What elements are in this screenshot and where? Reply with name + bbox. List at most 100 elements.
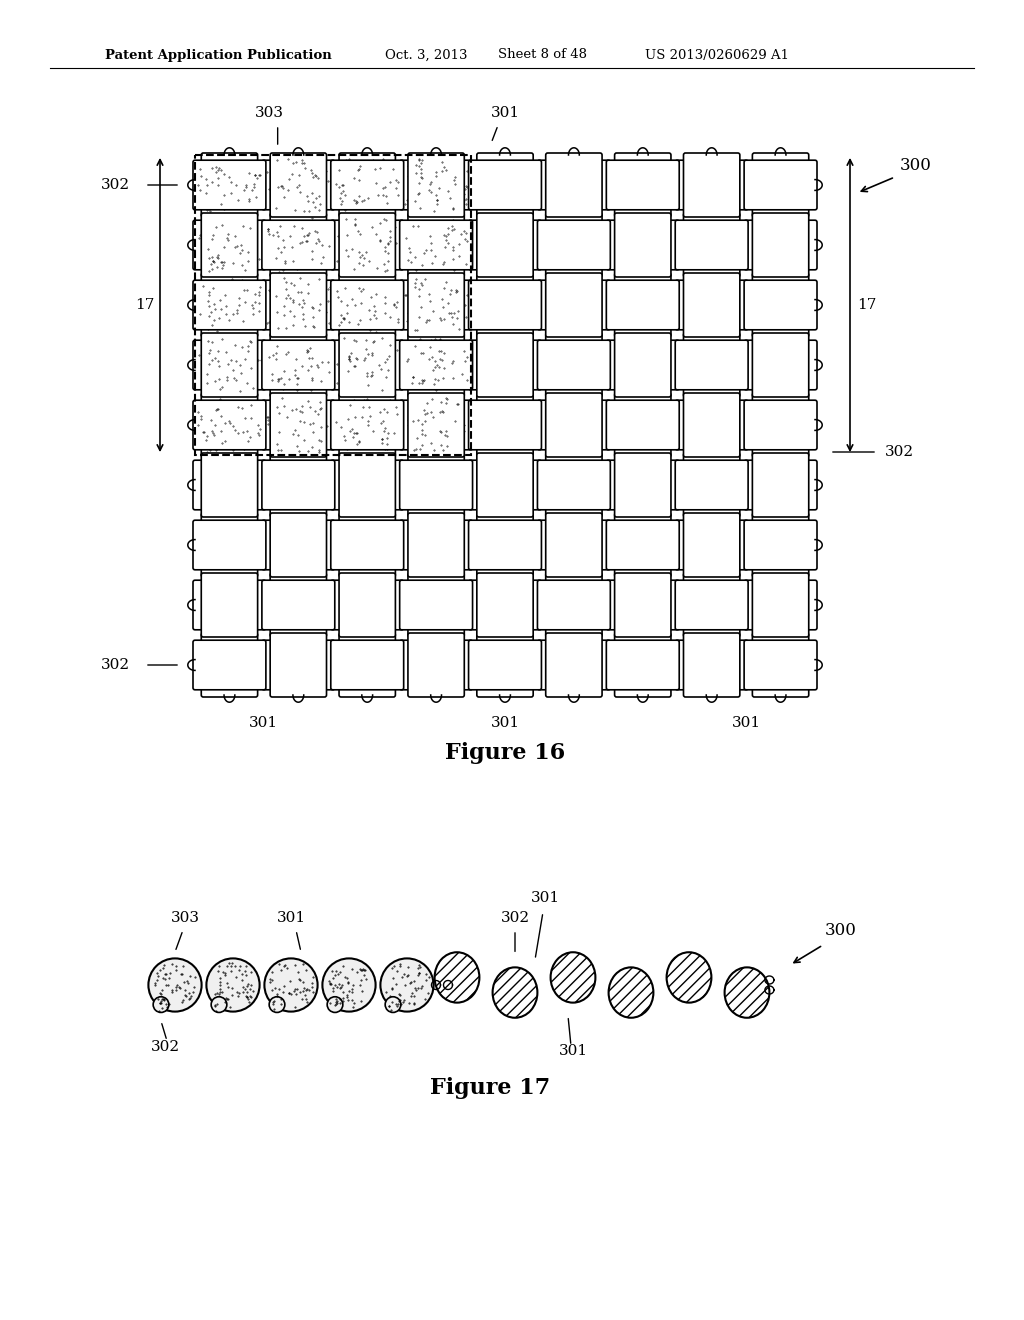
FancyBboxPatch shape <box>606 461 679 510</box>
FancyBboxPatch shape <box>546 634 602 697</box>
Ellipse shape <box>493 968 538 1018</box>
Text: Patent Application Publication: Patent Application Publication <box>105 49 332 62</box>
FancyBboxPatch shape <box>683 453 740 517</box>
FancyBboxPatch shape <box>744 520 817 570</box>
FancyBboxPatch shape <box>339 153 395 216</box>
FancyBboxPatch shape <box>477 513 534 577</box>
FancyBboxPatch shape <box>408 213 464 277</box>
FancyBboxPatch shape <box>469 520 542 570</box>
FancyBboxPatch shape <box>675 400 749 450</box>
FancyBboxPatch shape <box>675 160 749 210</box>
FancyBboxPatch shape <box>675 280 749 330</box>
FancyBboxPatch shape <box>193 341 266 389</box>
FancyBboxPatch shape <box>193 520 266 570</box>
FancyBboxPatch shape <box>270 333 327 397</box>
FancyBboxPatch shape <box>744 581 817 630</box>
FancyBboxPatch shape <box>469 581 542 630</box>
Ellipse shape <box>551 952 595 1003</box>
FancyBboxPatch shape <box>399 520 472 570</box>
FancyBboxPatch shape <box>399 400 472 450</box>
Text: 301: 301 <box>558 1044 588 1059</box>
FancyBboxPatch shape <box>683 153 740 216</box>
FancyBboxPatch shape <box>262 461 335 510</box>
FancyBboxPatch shape <box>546 333 602 397</box>
FancyBboxPatch shape <box>675 341 749 389</box>
FancyBboxPatch shape <box>469 280 542 330</box>
FancyBboxPatch shape <box>675 581 749 630</box>
FancyBboxPatch shape <box>744 461 817 510</box>
Text: 301: 301 <box>249 715 279 730</box>
FancyBboxPatch shape <box>683 393 740 457</box>
Text: 301: 301 <box>490 715 519 730</box>
Bar <box>195 154 471 455</box>
FancyBboxPatch shape <box>606 220 679 269</box>
FancyBboxPatch shape <box>546 393 602 457</box>
FancyBboxPatch shape <box>546 453 602 517</box>
FancyBboxPatch shape <box>339 393 395 457</box>
FancyBboxPatch shape <box>469 160 542 210</box>
FancyBboxPatch shape <box>538 220 610 269</box>
FancyBboxPatch shape <box>744 400 817 450</box>
FancyBboxPatch shape <box>477 333 534 397</box>
Text: Figure 17: Figure 17 <box>430 1077 550 1100</box>
FancyBboxPatch shape <box>606 520 679 570</box>
FancyBboxPatch shape <box>202 273 258 337</box>
Circle shape <box>264 958 317 1011</box>
FancyBboxPatch shape <box>538 280 610 330</box>
FancyBboxPatch shape <box>202 153 258 216</box>
Text: 302: 302 <box>101 178 130 191</box>
Circle shape <box>327 997 343 1012</box>
FancyBboxPatch shape <box>262 640 335 690</box>
FancyBboxPatch shape <box>477 453 534 517</box>
FancyBboxPatch shape <box>262 341 335 389</box>
FancyBboxPatch shape <box>683 213 740 277</box>
FancyBboxPatch shape <box>606 640 679 690</box>
Text: 303: 303 <box>171 911 200 925</box>
FancyBboxPatch shape <box>753 273 809 337</box>
FancyBboxPatch shape <box>675 220 749 269</box>
Text: 300: 300 <box>825 921 857 939</box>
FancyBboxPatch shape <box>408 573 464 638</box>
FancyBboxPatch shape <box>753 333 809 397</box>
FancyBboxPatch shape <box>270 513 327 577</box>
FancyBboxPatch shape <box>744 640 817 690</box>
FancyBboxPatch shape <box>262 220 335 269</box>
FancyBboxPatch shape <box>477 393 534 457</box>
FancyBboxPatch shape <box>339 333 395 397</box>
Text: 303: 303 <box>255 106 284 120</box>
FancyBboxPatch shape <box>270 213 327 277</box>
FancyBboxPatch shape <box>202 573 258 638</box>
FancyBboxPatch shape <box>339 634 395 697</box>
FancyBboxPatch shape <box>477 573 534 638</box>
FancyBboxPatch shape <box>744 280 817 330</box>
FancyBboxPatch shape <box>339 453 395 517</box>
FancyBboxPatch shape <box>538 461 610 510</box>
FancyBboxPatch shape <box>606 341 679 389</box>
FancyBboxPatch shape <box>193 160 266 210</box>
FancyBboxPatch shape <box>675 461 749 510</box>
FancyBboxPatch shape <box>753 453 809 517</box>
FancyBboxPatch shape <box>614 333 671 397</box>
FancyBboxPatch shape <box>614 213 671 277</box>
FancyBboxPatch shape <box>399 640 472 690</box>
FancyBboxPatch shape <box>193 220 266 269</box>
Text: US 2013/0260629 A1: US 2013/0260629 A1 <box>645 49 790 62</box>
FancyBboxPatch shape <box>339 513 395 577</box>
FancyBboxPatch shape <box>538 520 610 570</box>
FancyBboxPatch shape <box>270 393 327 457</box>
FancyBboxPatch shape <box>193 581 266 630</box>
FancyBboxPatch shape <box>408 273 464 337</box>
FancyBboxPatch shape <box>408 634 464 697</box>
Text: 301: 301 <box>731 715 761 730</box>
FancyBboxPatch shape <box>614 273 671 337</box>
FancyBboxPatch shape <box>614 634 671 697</box>
FancyBboxPatch shape <box>202 333 258 397</box>
FancyBboxPatch shape <box>331 280 403 330</box>
FancyBboxPatch shape <box>202 393 258 457</box>
FancyBboxPatch shape <box>331 400 403 450</box>
Circle shape <box>269 997 285 1012</box>
FancyBboxPatch shape <box>331 640 403 690</box>
Text: 301: 301 <box>276 911 305 925</box>
FancyBboxPatch shape <box>469 461 542 510</box>
FancyBboxPatch shape <box>683 513 740 577</box>
